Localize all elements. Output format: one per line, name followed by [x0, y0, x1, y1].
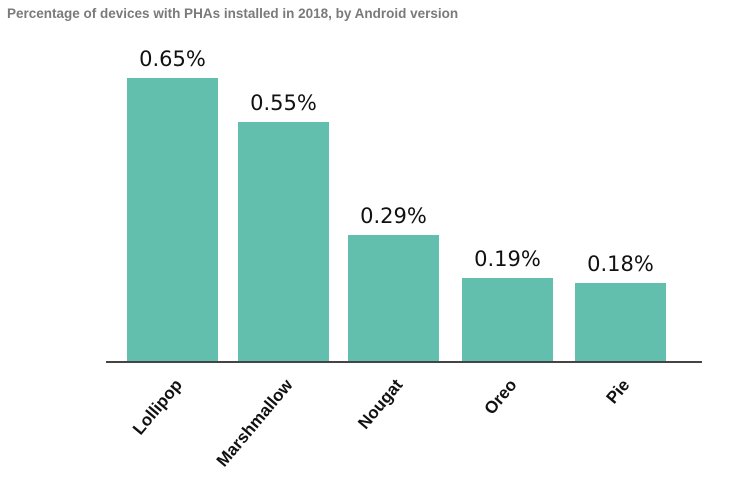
- bar-pie: [575, 283, 666, 361]
- x-tick-label: Oreo: [480, 375, 521, 419]
- bar-lollipop: [127, 78, 218, 361]
- bar-nougat: [348, 235, 439, 361]
- x-tick-label: Nougat: [353, 375, 406, 433]
- bar-oreo: [462, 278, 553, 361]
- bar-value-label: 0.18%: [587, 252, 654, 276]
- x-tick-label: Lollipop: [128, 375, 186, 439]
- chart-title: Percentage of devices with PHAs installe…: [7, 6, 459, 21]
- x-tick-label: Marshmallow: [212, 375, 297, 471]
- bar-value-label: 0.65%: [139, 47, 206, 71]
- x-tick-label: Pie: [601, 375, 633, 408]
- bar-value-label: 0.29%: [360, 204, 427, 228]
- bar-value-label: 0.19%: [474, 247, 541, 271]
- bar-value-label: 0.55%: [250, 91, 317, 115]
- bar-marshmallow: [238, 122, 329, 361]
- x-axis-line: [106, 361, 702, 363]
